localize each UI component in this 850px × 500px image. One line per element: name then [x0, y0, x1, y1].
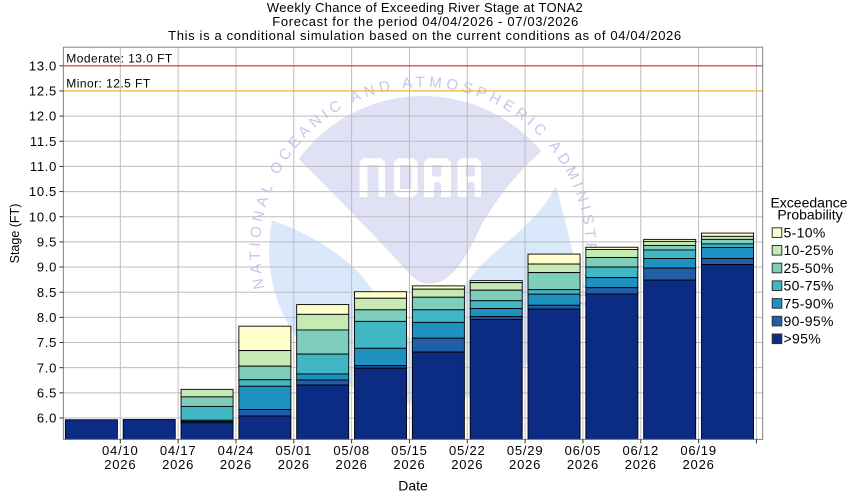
svg-text:2026: 2026	[393, 457, 425, 472]
svg-text:04/10: 04/10	[102, 443, 139, 458]
svg-text:Minor: 12.5 FT: Minor: 12.5 FT	[66, 77, 151, 91]
svg-text:04/24: 04/24	[218, 443, 255, 458]
svg-text:25-50%: 25-50%	[784, 260, 834, 276]
svg-text:90-95%: 90-95%	[784, 313, 834, 329]
svg-text:11.5: 11.5	[30, 134, 57, 149]
svg-text:06/19: 06/19	[680, 443, 717, 458]
svg-text:05/01: 05/01	[276, 443, 313, 458]
svg-text:2026: 2026	[451, 457, 483, 472]
svg-text:>95%: >95%	[784, 331, 822, 347]
svg-text:75-90%: 75-90%	[784, 295, 834, 311]
svg-text:50-75%: 50-75%	[784, 278, 834, 294]
svg-text:6.5: 6.5	[37, 385, 57, 400]
svg-text:8.0: 8.0	[37, 310, 57, 325]
svg-text:05/08: 05/08	[333, 443, 370, 458]
svg-text:2026: 2026	[567, 457, 599, 472]
svg-text:05/15: 05/15	[391, 443, 428, 458]
svg-text:Stage (FT): Stage (FT)	[8, 204, 22, 264]
svg-text:2026: 2026	[509, 457, 541, 472]
svg-text:2026: 2026	[683, 457, 715, 472]
svg-text:12.0: 12.0	[29, 109, 57, 124]
svg-text:7.5: 7.5	[37, 335, 57, 350]
svg-text:2026: 2026	[278, 457, 310, 472]
svg-text:5-10%: 5-10%	[784, 225, 826, 241]
svg-text:Moderate: 13.0 FT: Moderate: 13.0 FT	[66, 52, 173, 66]
svg-text:12.5: 12.5	[29, 84, 57, 99]
svg-text:7.0: 7.0	[37, 360, 57, 375]
svg-text:9.5: 9.5	[37, 235, 57, 250]
svg-text:2026: 2026	[220, 457, 252, 472]
svg-text:Exceedance: Exceedance	[770, 195, 847, 211]
svg-text:06/05: 06/05	[565, 443, 602, 458]
svg-text:8.5: 8.5	[37, 285, 57, 300]
svg-text:13.0: 13.0	[29, 58, 57, 73]
svg-text:Weekly Chance of Exceeding Riv: Weekly Chance of Exceeding River Stage a…	[267, 0, 583, 15]
svg-text:10.5: 10.5	[29, 184, 57, 199]
svg-text:Probability: Probability	[777, 207, 842, 223]
svg-text:05/22: 05/22	[449, 443, 486, 458]
svg-text:06/12: 06/12	[622, 443, 659, 458]
svg-text:2026: 2026	[625, 457, 657, 472]
svg-text:2026: 2026	[104, 457, 136, 472]
svg-text:Date: Date	[398, 478, 428, 494]
svg-text:2026: 2026	[162, 457, 194, 472]
svg-text:6.0: 6.0	[37, 411, 57, 426]
svg-text:10.0: 10.0	[29, 209, 57, 224]
svg-text:05/29: 05/29	[507, 443, 544, 458]
svg-text:This is a conditional simulati: This is a conditional simulation based o…	[168, 28, 682, 43]
svg-text:9.0: 9.0	[37, 260, 57, 275]
svg-text:10-25%: 10-25%	[784, 242, 834, 258]
svg-text:11.0: 11.0	[30, 159, 57, 174]
svg-text:2026: 2026	[336, 457, 368, 472]
svg-text:Forecast for the period 04/04/: Forecast for the period 04/04/2026 - 07/…	[272, 14, 579, 29]
svg-text:04/17: 04/17	[160, 443, 197, 458]
